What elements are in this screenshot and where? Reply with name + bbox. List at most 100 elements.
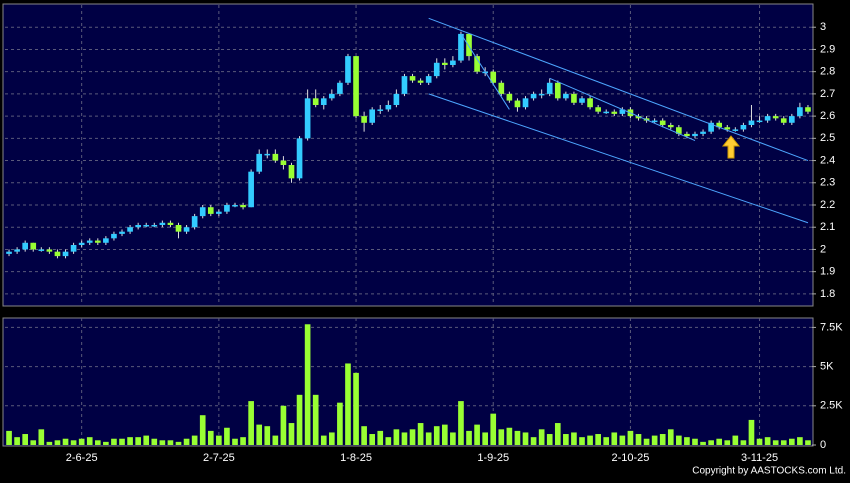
- candle-body: [579, 98, 585, 103]
- candle-body: [46, 249, 53, 252]
- volume-bar: [320, 435, 327, 445]
- x-tick-label: 3-11-25: [741, 452, 778, 464]
- y-tick-label: 1.8: [820, 288, 835, 300]
- volume-bar: [135, 437, 141, 445]
- copyright: Copyright by AASTOCKS.com Ltd.: [692, 466, 846, 477]
- candle-body: [700, 131, 706, 134]
- volume-bar: [329, 432, 335, 445]
- volume-bar: [433, 426, 440, 445]
- volume-bar: [700, 441, 706, 445]
- candle-body: [490, 71, 497, 83]
- volume-bar: [514, 430, 521, 445]
- volume-bar: [159, 440, 166, 445]
- volume-bar: [337, 402, 343, 445]
- x-tick-label: 2-7-25: [203, 452, 235, 464]
- volume-bar: [692, 438, 698, 445]
- candle-body: [740, 125, 747, 130]
- candle-body: [143, 225, 150, 227]
- candle-body: [546, 82, 553, 94]
- candle-body: [780, 118, 787, 123]
- volume-bar: [530, 437, 537, 445]
- price-panel: [2, 3, 814, 307]
- volume-bar: [30, 440, 37, 445]
- volume-bar: [587, 435, 593, 445]
- candle-body: [62, 251, 69, 257]
- candle-body: [571, 93, 577, 103]
- volume-bar: [611, 432, 618, 445]
- candle-body: [159, 222, 166, 225]
- volume-tick-label: 0: [820, 439, 826, 451]
- candle-body: [86, 240, 93, 243]
- volume-bar: [70, 440, 77, 445]
- volume-bar: [667, 429, 674, 445]
- candle-body: [6, 251, 12, 254]
- candle-body: [732, 129, 739, 131]
- candle-body: [345, 56, 351, 83]
- volume-bar: [805, 440, 811, 445]
- volume-bar: [264, 426, 271, 445]
- candle-body: [514, 100, 521, 108]
- candle-body: [458, 33, 464, 61]
- volume-bar: [772, 440, 779, 445]
- volume-bar: [14, 437, 20, 445]
- volume-bar: [6, 430, 12, 445]
- volume-bar: [280, 405, 287, 445]
- volume-bar: [224, 427, 230, 445]
- volume-bar: [119, 438, 125, 445]
- candle-body: [401, 76, 408, 94]
- candle-body: [522, 98, 529, 108]
- candle-body: [433, 62, 440, 77]
- candle-body: [441, 62, 448, 65]
- volume-bar: [248, 401, 254, 445]
- volume-bar: [740, 440, 747, 445]
- candle-body: [280, 160, 287, 165]
- trendline: [460, 33, 510, 110]
- candle-body: [151, 225, 158, 227]
- candle-body: [296, 138, 303, 179]
- volume-bar: [175, 441, 182, 445]
- volume-bar: [288, 423, 295, 445]
- candle-body: [135, 225, 141, 228]
- candle-body: [369, 109, 376, 123]
- volume-bar: [369, 434, 376, 445]
- x-tick-label: 1-9-25: [477, 452, 509, 464]
- candle-body: [256, 153, 263, 172]
- y-tick-label: 2.5: [820, 132, 835, 144]
- candle-body: [38, 249, 45, 251]
- candle-body: [272, 153, 279, 161]
- volume-bar: [167, 440, 174, 445]
- y-tick-label: 2.2: [820, 199, 835, 211]
- trendline: [549, 77, 696, 142]
- y-tick-label: 1.9: [820, 266, 835, 278]
- candle-body: [450, 60, 456, 65]
- volume-bar: [296, 394, 303, 445]
- volume-bar: [183, 438, 190, 445]
- volume-bar: [353, 372, 359, 445]
- arrow-annotation: [721, 135, 741, 159]
- candle-body: [425, 76, 432, 83]
- candle-body: [393, 93, 400, 105]
- candle-body: [14, 249, 20, 252]
- candle-body: [772, 116, 779, 119]
- candle-body: [684, 133, 690, 137]
- candle-body: [240, 205, 246, 208]
- candle-body: [329, 93, 335, 99]
- candle-body: [264, 153, 271, 156]
- volume-bar: [240, 437, 246, 445]
- candle-body: [659, 120, 666, 125]
- x-tick-label: 2-10-25: [611, 452, 649, 464]
- plot-layer: 1.8 1.9 2 2.1 2.2 2.3 2.4 2.5 2.6 2.7 2.8 2.9 3 0 2.5K…: [5, 5, 843, 464]
- volume-bar: [563, 434, 569, 445]
- volume-bar: [385, 437, 392, 445]
- candle-body: [724, 127, 731, 130]
- candle-body: [353, 56, 359, 117]
- volume-bar: [232, 438, 238, 445]
- y-tick-label: 2.7: [820, 88, 835, 100]
- candle-body: [417, 80, 424, 83]
- volume-bar: [272, 435, 279, 445]
- candle-body: [54, 251, 61, 257]
- candle-body: [70, 245, 77, 252]
- volume-bar: [797, 437, 803, 445]
- candle-body: [538, 93, 545, 96]
